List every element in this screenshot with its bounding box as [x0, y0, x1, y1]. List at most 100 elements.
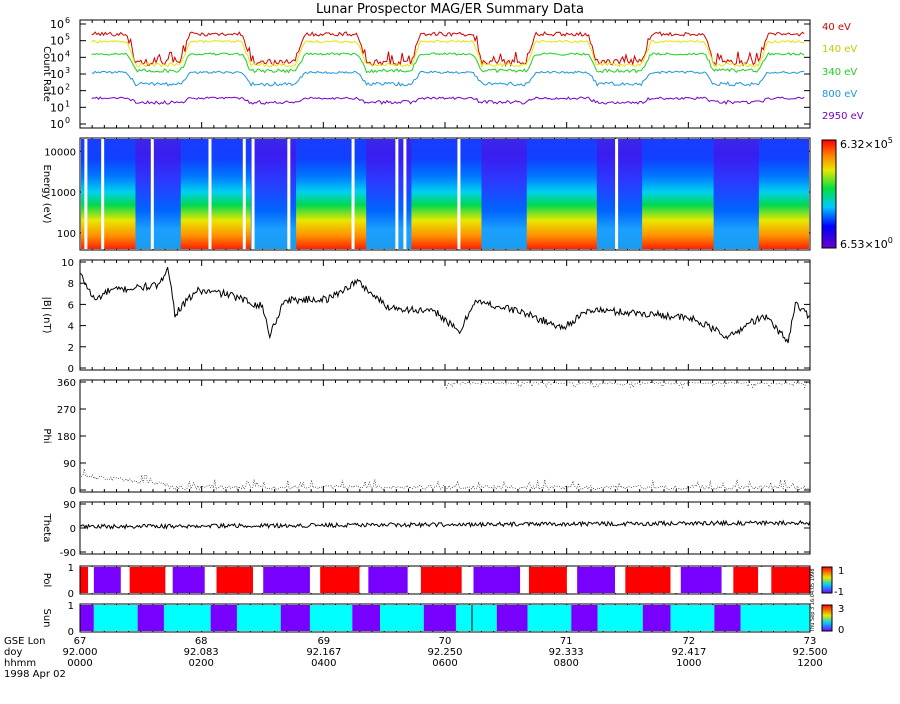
count-tick-base: 10 [50, 118, 64, 131]
spectrogram-gap [150, 139, 154, 249]
theta-line [79, 519, 811, 530]
phi-tick-label: 270 [57, 405, 76, 416]
pol-tick-label: 1 [68, 563, 74, 574]
count-tick-base: 10 [50, 51, 64, 64]
pol-segment [204, 567, 217, 593]
spectrogram-gap [242, 139, 246, 249]
pol-segment [165, 567, 173, 593]
sun-segment [210, 605, 237, 631]
legend-340ev: 340 eV [822, 67, 857, 78]
pol-segment [263, 567, 310, 593]
pol-segment [473, 567, 521, 593]
pol-segment [577, 567, 616, 593]
sun-segment [93, 605, 138, 631]
count-tick-exp: 4 [65, 49, 70, 58]
field-magnitude-ylabel: |B| (nT) [41, 296, 52, 333]
count-series-line [91, 96, 805, 105]
b-tick-label: 4 [68, 322, 74, 333]
sun-segment [642, 605, 671, 631]
b-magnitude-line [79, 267, 811, 344]
hhmm-tick-label: 0000 [67, 658, 92, 669]
theta-ylabel: Theta [41, 513, 52, 543]
footer-gse-lon-label: GSE Lon [4, 636, 45, 647]
sun-segment [80, 605, 94, 631]
spectrogram-gap [84, 139, 88, 249]
pol-segment [566, 567, 578, 593]
pol-segment [721, 567, 734, 593]
sun-tick-label: 0 [68, 627, 74, 638]
count-series-line [91, 31, 805, 68]
pol-segment [93, 567, 121, 593]
sun-segment [382, 605, 424, 631]
count-tick-base: 10 [50, 85, 64, 98]
pol-segment [129, 567, 166, 593]
count-tick-base: 10 [50, 35, 64, 48]
count-tick-base: 10 [50, 18, 64, 31]
sun-segment [714, 605, 741, 631]
sun-segment [496, 605, 528, 631]
legend-140ev: 140 eV [822, 44, 857, 55]
spectrogram-night [481, 139, 527, 249]
pol-segment [615, 567, 626, 593]
footer-hhmm-label: hhmm [4, 658, 36, 669]
lon-tick-label: 67 [74, 636, 87, 647]
sun-segment [455, 605, 497, 631]
sun-segment [280, 605, 310, 631]
doy-tick-label: 92.083 [184, 647, 219, 658]
phi-tick-label: 90 [63, 459, 76, 470]
pol-segment [461, 567, 474, 593]
lon-tick-label: 68 [195, 636, 208, 647]
b-tick-label: 2 [68, 343, 74, 354]
spectrogram-day [81, 139, 809, 249]
footer-date-label: 1998 Apr 02 [4, 669, 66, 680]
sun-segment [423, 605, 456, 631]
lon-tick-label: 72 [682, 636, 695, 647]
pol-segment [625, 567, 671, 593]
field-magnitude-panel [79, 259, 811, 371]
hhmm-tick-label: 0200 [188, 658, 213, 669]
pol-segment [733, 567, 759, 593]
pol-segment [758, 567, 772, 593]
sun-frame [79, 603, 811, 633]
lon-tick-label: 71 [560, 636, 573, 647]
spectrogram-gap [208, 139, 212, 249]
spectrogram-night [596, 139, 643, 249]
spectrogram-gap [403, 139, 407, 249]
phi-tick-label: 360 [57, 378, 76, 389]
pol-colorbar-max: 1 [838, 566, 844, 577]
hhmm-tick-label: 0400 [311, 658, 336, 669]
pol-segment [528, 567, 567, 593]
spectrogram-gap [251, 139, 255, 249]
count-series-line [91, 51, 805, 74]
sun-segment [380, 605, 383, 631]
legend-2950ev: 2950 eV [822, 111, 864, 122]
spectrogram-night [713, 139, 759, 249]
pol-segment [407, 567, 421, 593]
lon-tick-label: 70 [439, 636, 452, 647]
spectrogram-frame [79, 137, 811, 251]
spectrogram-colorbar [821, 139, 837, 249]
sun-colorbar [821, 604, 833, 632]
count-tick-exp: 5 [65, 33, 70, 42]
phi-panel [79, 379, 811, 493]
sun-segment [597, 605, 643, 631]
sun-colorbar-max: 3 [838, 604, 844, 615]
doy-tick-label: 92.500 [793, 647, 828, 658]
sun-segment [352, 605, 381, 631]
legend-40ev: 40 eV [822, 22, 851, 33]
phi-low-trace [79, 468, 811, 491]
phi-ylabel: Phi [41, 428, 52, 443]
pol-segment [88, 567, 94, 593]
energy-tick-label: 1000 [51, 188, 76, 199]
theta-panel [79, 501, 811, 555]
spectrogram-gap [615, 139, 619, 249]
hhmm-tick-label: 0800 [553, 658, 578, 669]
spectrogram-gap [351, 139, 355, 249]
sun-segment [527, 605, 572, 631]
pol-segment [309, 567, 321, 593]
doy-tick-label: 92.333 [549, 647, 584, 658]
plot-title: Lunar Prospector MAG/ER Summary Data [316, 2, 584, 17]
sun-tick-label: 1 [68, 601, 74, 612]
pol-ylabel: Pol [41, 573, 52, 588]
